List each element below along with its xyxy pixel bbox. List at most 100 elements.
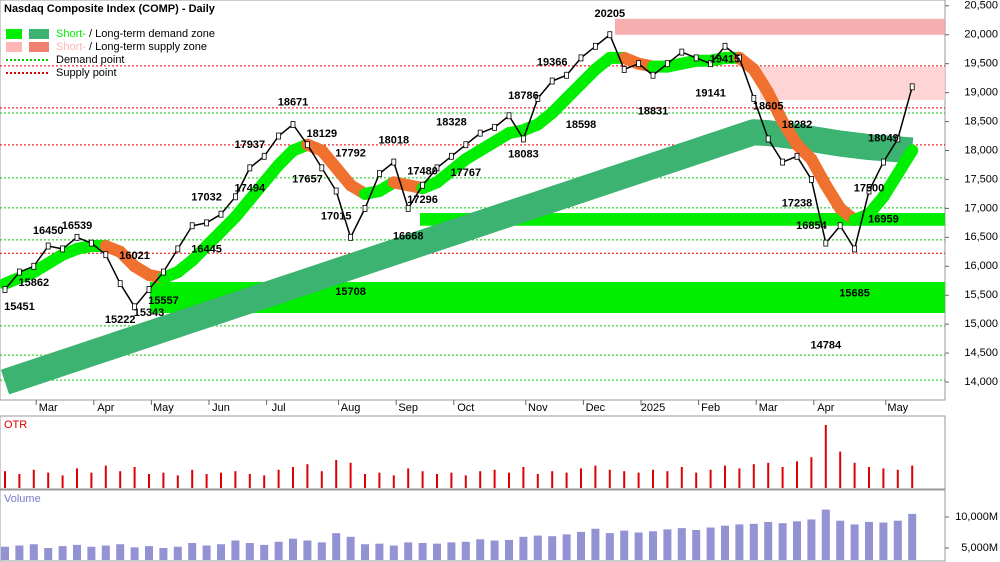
price-annotation: 15685 <box>839 287 870 299</box>
price-candle <box>593 42 598 50</box>
price-candle <box>405 204 411 212</box>
price-annotation: 18831 <box>638 105 669 117</box>
y-tick-label: 16,000 <box>964 260 998 272</box>
legend-swatch <box>29 29 49 39</box>
x-tick-label: Dec <box>586 402 606 414</box>
legend-label: Supply point <box>56 67 117 79</box>
volume-bar <box>821 509 830 560</box>
price-annotation: 17657 <box>292 173 323 185</box>
volume-bar <box>289 538 297 560</box>
legend-text: Long-term demand zone <box>95 28 215 40</box>
volume-bar <box>605 533 614 560</box>
volume-bar <box>188 543 197 560</box>
price-candle <box>247 164 253 172</box>
price-candle <box>823 239 829 247</box>
volume-bar <box>778 523 787 560</box>
price-candle <box>463 141 469 149</box>
volume-bar <box>44 547 53 560</box>
price-annotation: 19415 <box>710 54 741 66</box>
price-annotation: 18605 <box>753 100 784 112</box>
volume-bar <box>73 544 81 560</box>
y-tick-label: 18,500 <box>964 115 998 127</box>
price-candle <box>765 135 771 143</box>
price-candle <box>290 121 296 128</box>
volume-bar <box>361 544 369 560</box>
long-term-band <box>0 119 914 395</box>
price-line <box>4 33 913 309</box>
otr-panel <box>0 415 946 490</box>
volume-bar <box>706 527 715 560</box>
legend-text: Short- <box>56 28 86 40</box>
price-annotation: 17500 <box>854 182 885 194</box>
volume-bar <box>130 547 139 560</box>
x-tick-label: Feb <box>701 402 720 414</box>
y-tick-label: 20,500 <box>964 0 998 12</box>
volume-bar <box>562 534 571 560</box>
x-tick-label: Mar <box>759 402 778 414</box>
price-candle <box>31 262 37 270</box>
price-candle <box>636 60 641 68</box>
x-tick-label: May <box>887 402 908 414</box>
volume-bar <box>577 531 585 560</box>
volume-bar <box>332 533 341 560</box>
price-candle <box>276 132 282 140</box>
volume-bar <box>908 513 917 560</box>
price-candle <box>45 242 51 250</box>
legend-text: Short- <box>56 41 86 53</box>
price-annotation: 16668 <box>393 231 424 243</box>
legend-label: Demand point <box>56 54 125 66</box>
volume-bar <box>850 524 859 560</box>
price-candle <box>650 71 656 79</box>
otr-label: OTR <box>4 419 27 431</box>
price-annotation: 16539 <box>62 220 93 232</box>
volume-bar <box>145 546 153 560</box>
price-candle <box>895 135 901 143</box>
price-annotation: 17032 <box>191 191 222 203</box>
volume-bar <box>677 528 686 560</box>
price-annotation: 17015 <box>321 210 352 222</box>
volume-bar <box>793 521 801 560</box>
volume-bar <box>274 541 283 560</box>
legend-swatch <box>6 29 22 39</box>
chart-title: Nasdaq Composite Index (COMP) - Daily <box>4 3 216 15</box>
price-candle <box>60 245 65 253</box>
legend-text: Long-term supply zone <box>95 41 207 53</box>
price-annotation: 15222 <box>105 314 136 326</box>
price-candle <box>492 123 498 131</box>
volume-bar <box>15 545 24 560</box>
volume-bar <box>116 544 125 560</box>
price-candle <box>693 54 699 62</box>
volume-bar <box>159 547 168 560</box>
price-candle <box>535 95 541 102</box>
volume-bar <box>245 543 254 560</box>
price-annotation: 16021 <box>119 250 150 262</box>
price-candle <box>232 193 238 201</box>
volume-bar <box>620 530 629 560</box>
price-annotation: 19141 <box>695 87 726 99</box>
price-annotation: 18129 <box>307 128 338 140</box>
volume-bar <box>87 546 96 560</box>
y-tick-label: 18,000 <box>964 144 998 156</box>
price-annotation: 17767 <box>451 167 482 179</box>
x-tick-label: Nov <box>528 402 548 414</box>
volume-bar <box>519 536 528 560</box>
price-candle <box>722 42 728 50</box>
legend-text: / <box>86 41 95 53</box>
volume-bar <box>807 519 816 560</box>
volume-bar <box>404 542 413 560</box>
price-candle <box>521 135 526 143</box>
x-tick-label: Jul <box>272 402 286 414</box>
volume-bar <box>735 524 744 560</box>
x-tick-label: Jun <box>212 402 230 414</box>
y-tick-label: 14,500 <box>964 347 998 359</box>
volume-bar <box>317 542 326 560</box>
price-annotation: 17480 <box>407 166 438 178</box>
x-tick-label: Sep <box>398 402 418 414</box>
price-candle <box>218 210 224 218</box>
price-annotation: 15451 <box>4 301 35 313</box>
legend-swatch <box>29 42 49 52</box>
price-annotation: 15343 <box>134 307 165 319</box>
y-tick-label: 20,000 <box>964 29 998 41</box>
volume-bar <box>389 545 398 560</box>
y-tick-label: 15,500 <box>964 289 998 301</box>
